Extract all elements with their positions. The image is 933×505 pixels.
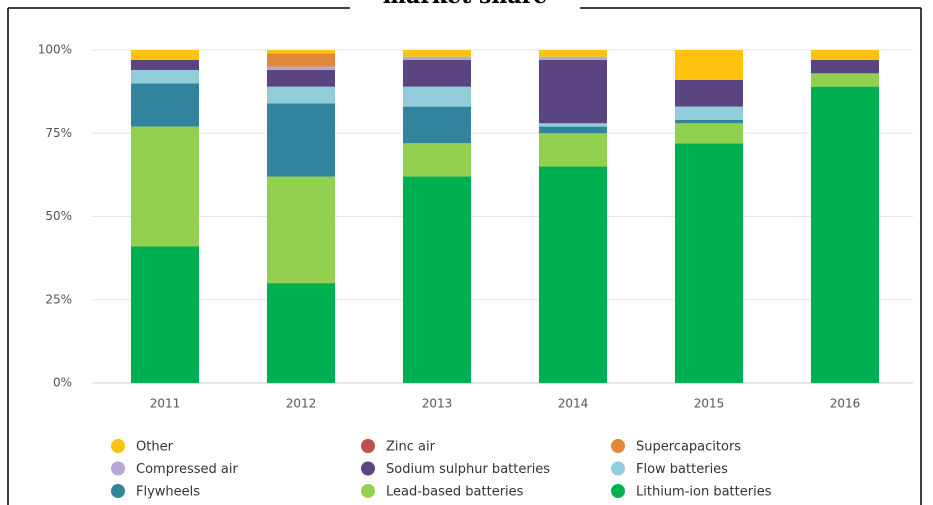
legend-marker	[611, 484, 625, 498]
bar-segment	[131, 59, 199, 70]
bar-segment	[267, 103, 335, 177]
x-tick-label: 2013	[422, 397, 453, 411]
bar-segment	[675, 50, 743, 80]
bar-segment	[539, 133, 607, 167]
chart-title: market share	[383, 0, 547, 9]
bar-segment	[267, 53, 335, 67]
bar-segment	[539, 50, 607, 57]
y-tick-label: 25%	[45, 292, 72, 306]
bar-segment	[811, 73, 879, 87]
x-tick-label: 2014	[558, 397, 589, 411]
bar-segment	[403, 59, 471, 87]
bar-segment	[539, 59, 607, 124]
legend-label: Lithium-ion batteries	[636, 485, 772, 500]
legend-label: Flywheels	[136, 485, 200, 500]
bar-segment	[539, 56, 607, 60]
legend-marker	[361, 439, 375, 453]
legend-marker	[361, 484, 375, 498]
bar-segment	[131, 126, 199, 247]
x-tick-label: 2011	[150, 397, 181, 411]
legend-marker	[111, 484, 125, 498]
y-tick-label: 75%	[45, 126, 72, 140]
x-tick-label: 2012	[286, 397, 317, 411]
bar-segment	[403, 56, 471, 60]
bar-segment	[131, 246, 199, 383]
legend-label: Compressed air	[136, 462, 239, 477]
legend-marker	[611, 461, 625, 476]
legend-label: Sodium sulphur batteries	[386, 462, 550, 477]
bar-segment	[675, 123, 743, 144]
bar-segment	[131, 83, 199, 127]
bar-segment	[403, 50, 471, 57]
bar-segment	[811, 50, 879, 60]
bar-segment	[267, 86, 335, 104]
bar-segment	[403, 143, 471, 177]
legend-marker	[111, 439, 125, 453]
bar-segment	[131, 50, 199, 60]
bar-segment	[131, 69, 199, 84]
y-tick-label: 100%	[38, 43, 72, 57]
bar-segment	[539, 166, 607, 383]
bar-segment	[267, 66, 335, 70]
bar-segment	[403, 176, 471, 383]
y-tick-label: 50%	[45, 209, 72, 223]
y-tick-label: 0%	[53, 376, 72, 390]
bar-segment	[811, 59, 879, 74]
bar-segment	[403, 86, 471, 107]
bar-segment	[403, 106, 471, 144]
bar-segment	[539, 123, 607, 127]
legend-label: Supercapacitors	[636, 440, 741, 455]
bar-segment	[675, 143, 743, 383]
legend-marker	[111, 461, 125, 476]
legend-label: Lead-based batteries	[386, 485, 524, 500]
legend-label: Other	[136, 440, 174, 455]
title-bg	[350, 0, 580, 12]
bar-segment	[267, 283, 335, 383]
legend-marker	[611, 439, 625, 453]
x-tick-label: 2015	[694, 397, 725, 411]
bar-segment	[675, 106, 743, 120]
x-tick-label: 2016	[830, 397, 861, 411]
bar-segment	[675, 79, 743, 107]
bar-segment	[675, 119, 743, 124]
bar-segment	[267, 69, 335, 87]
bar-segment	[267, 50, 335, 54]
legend-marker	[361, 461, 375, 476]
bar-segment	[539, 126, 607, 134]
legend-label: Flow batteries	[636, 462, 728, 477]
legend-label: Zinc air	[386, 440, 436, 455]
bar-segment	[811, 86, 879, 383]
bar-segment	[267, 176, 335, 284]
